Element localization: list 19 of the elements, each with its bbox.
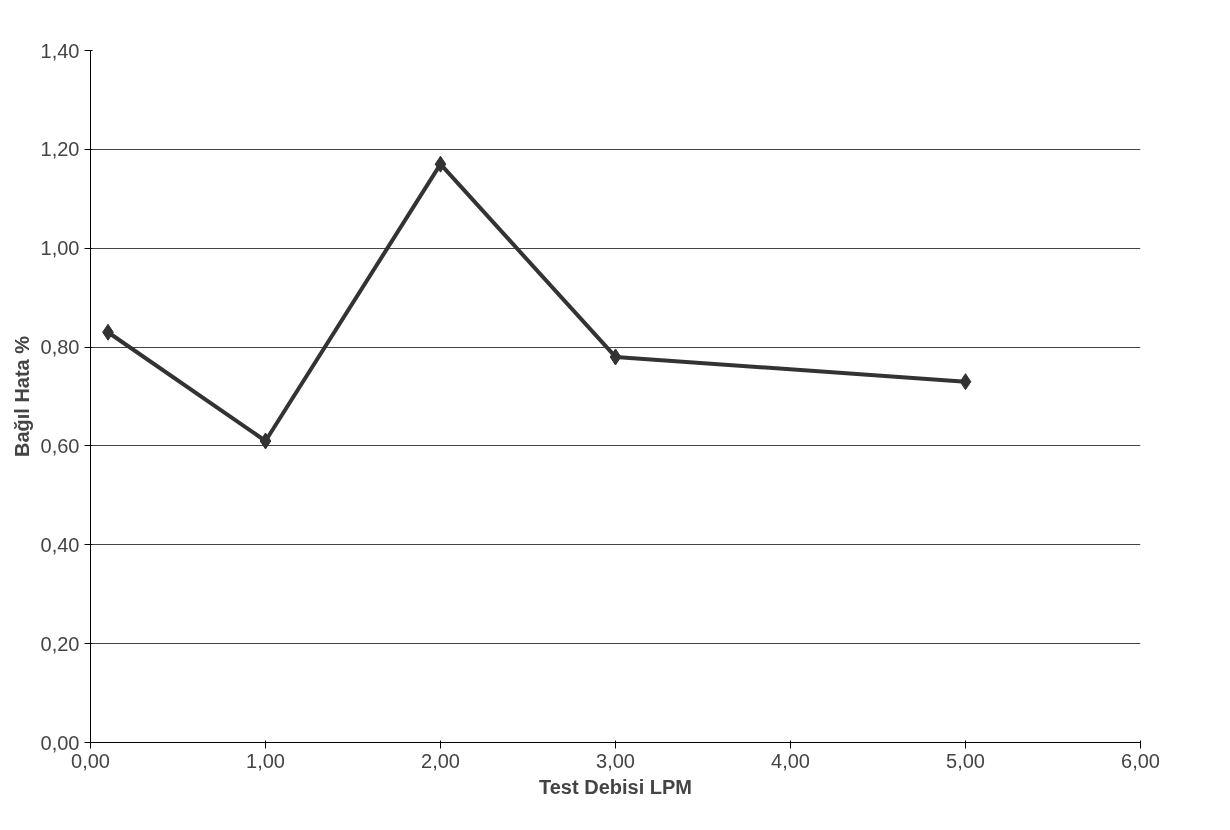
y-tick-label: 0,60 — [40, 434, 80, 457]
x-tick-label: 1,00 — [246, 749, 285, 772]
point — [609, 348, 622, 366]
y-tick-label: 0,20 — [40, 632, 80, 655]
x-tick-label: 5,00 — [946, 749, 985, 772]
x-tick-label: 2,00 — [421, 749, 460, 772]
x-axis-title: Test Debisi LPM — [539, 775, 693, 798]
point — [434, 155, 447, 173]
point — [259, 432, 272, 450]
x-tick-label: 3,00 — [596, 749, 635, 772]
point — [959, 373, 972, 391]
y-tick-label: 0,40 — [40, 533, 80, 556]
y-tick-label: 1,20 — [40, 138, 80, 161]
x-tick-label: 6,00 — [1121, 749, 1160, 772]
x-tick-label: 4,00 — [771, 749, 810, 772]
y-tick-label: 0,80 — [40, 336, 80, 359]
y-axis-title: Bağıl Hata % — [10, 335, 33, 458]
y-tick-label: 1,00 — [40, 237, 80, 260]
y-tick-label: 1,40 — [40, 39, 80, 62]
